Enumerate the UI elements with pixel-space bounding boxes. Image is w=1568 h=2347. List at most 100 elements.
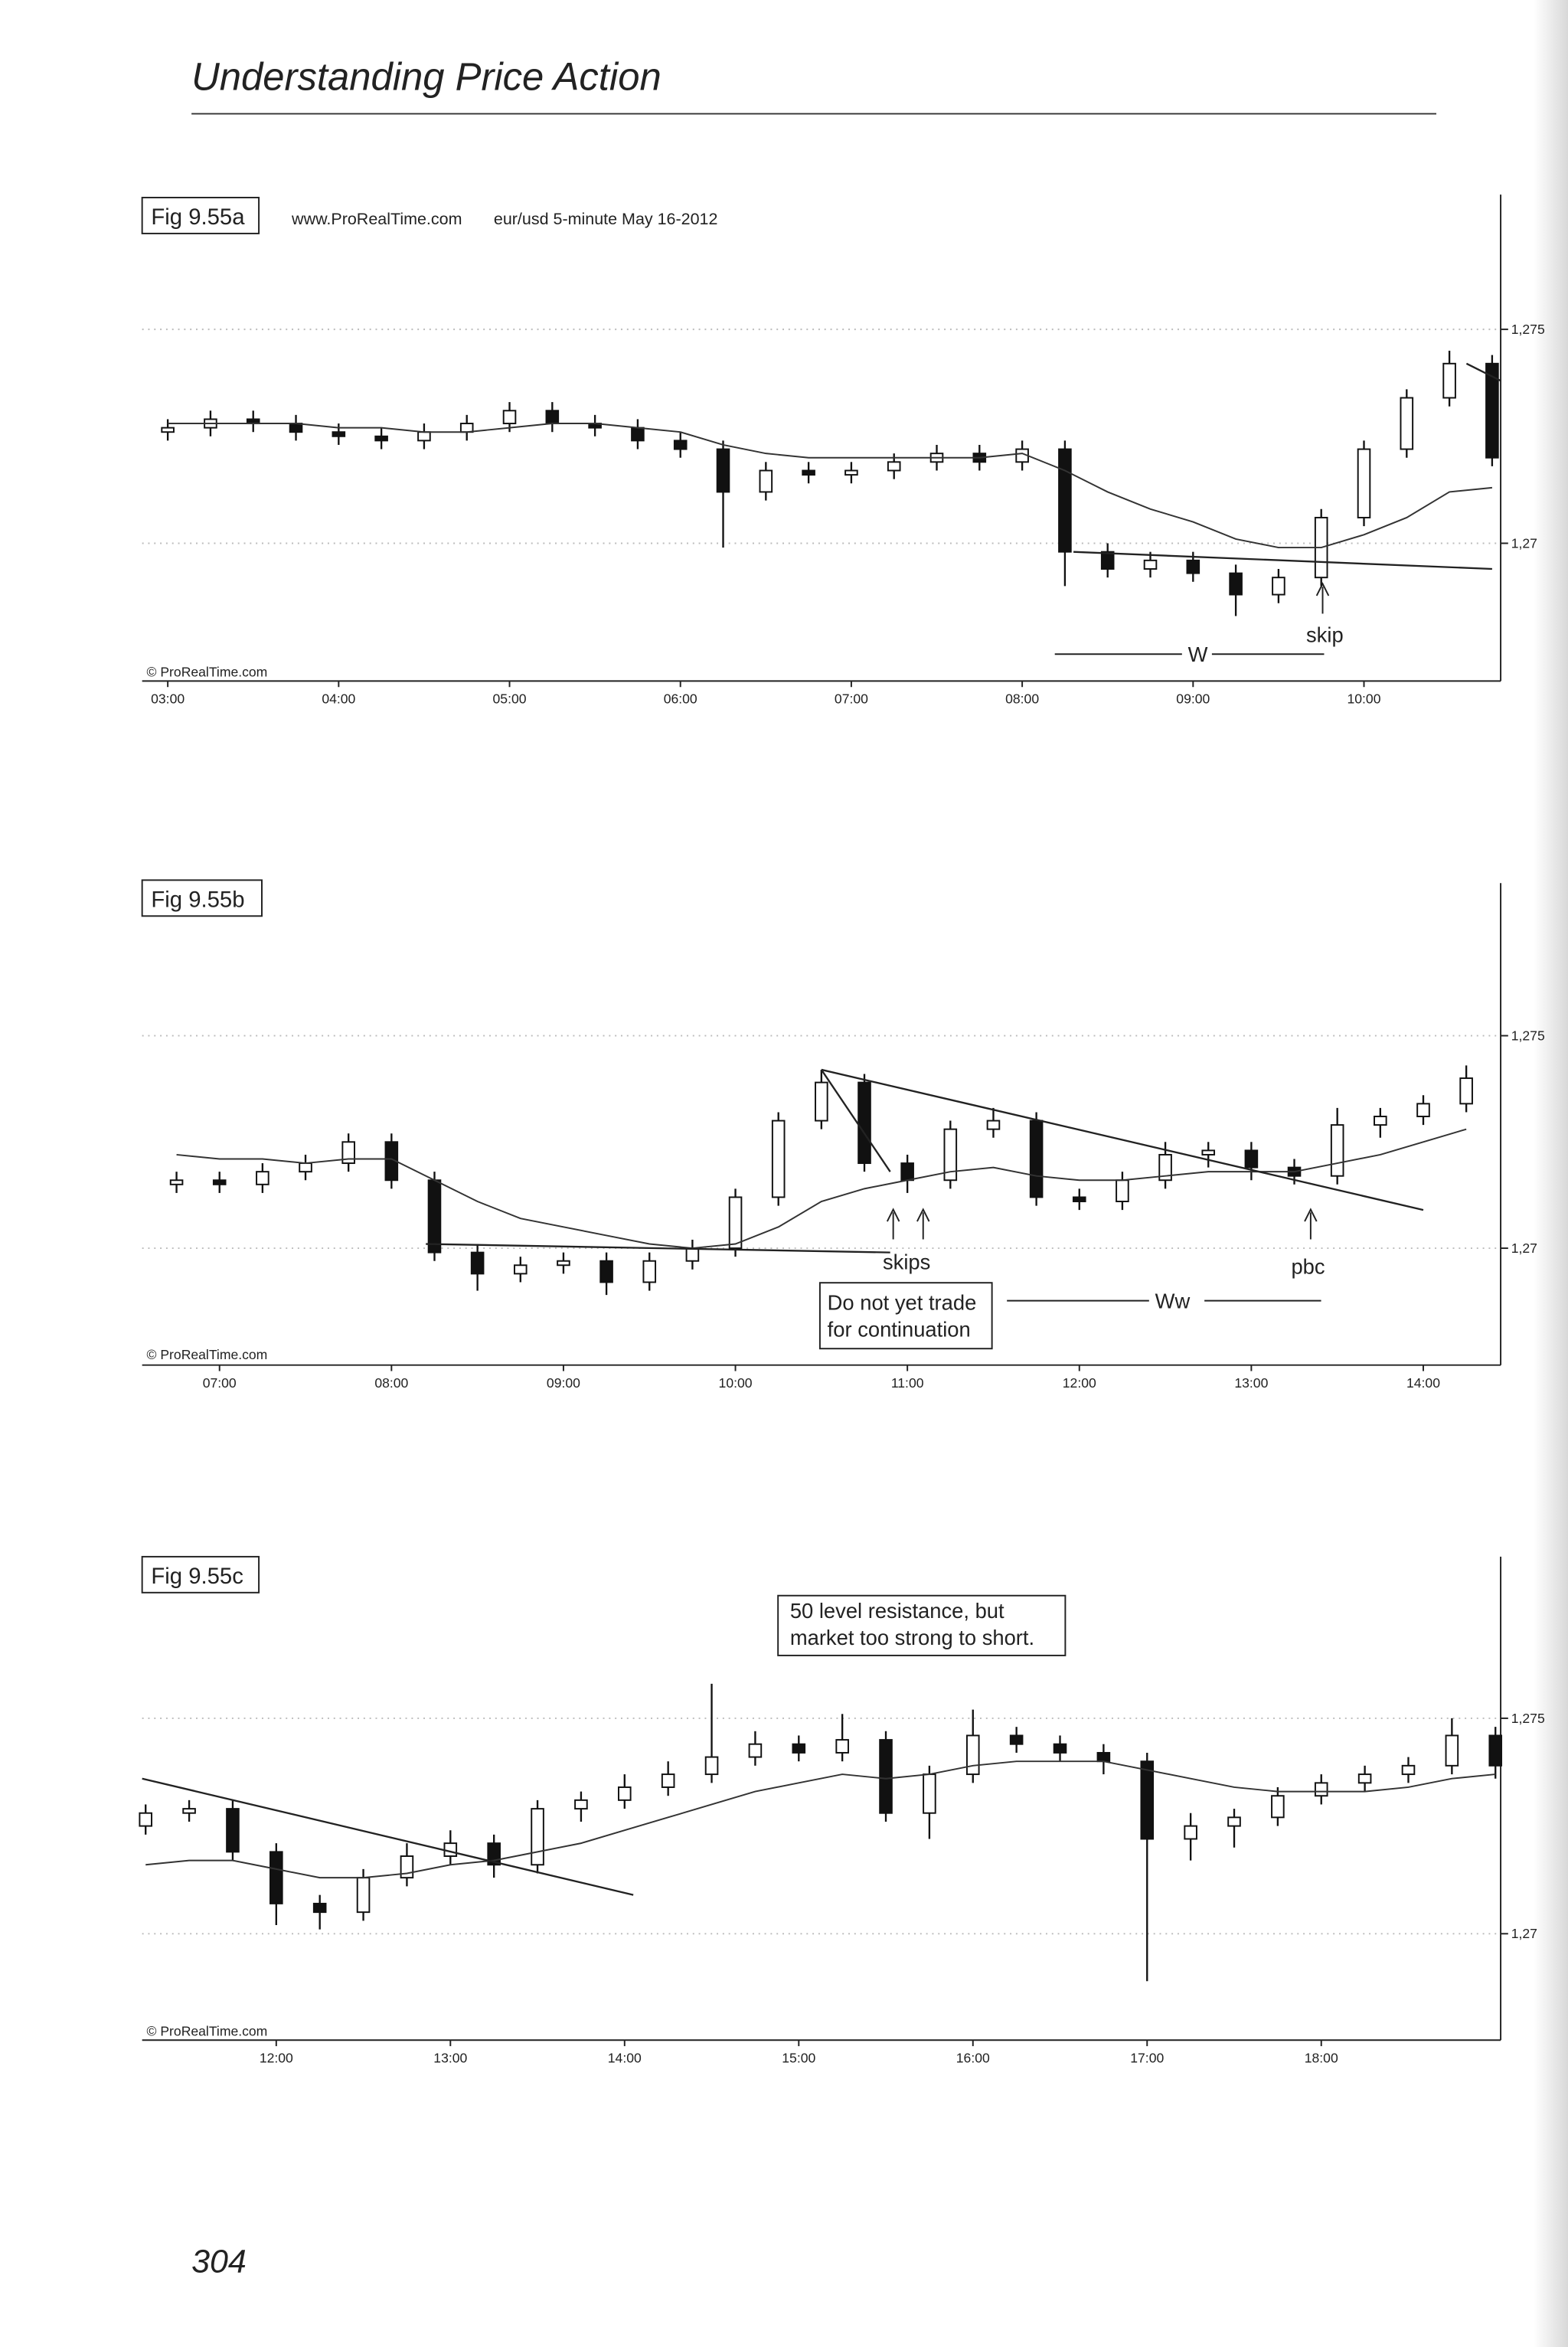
- candle-body: [256, 1171, 270, 1185]
- x-tick-label: 17:00: [1130, 2051, 1164, 2066]
- candle-body: [1229, 572, 1243, 596]
- candle-body: [986, 1120, 1001, 1130]
- candle-body: [1330, 1124, 1344, 1177]
- candle-body: [139, 1812, 152, 1827]
- candle-body: [965, 1734, 980, 1776]
- x-tick-label: 14:00: [1406, 1375, 1440, 1391]
- x-tick-label: 13:00: [433, 2051, 467, 2066]
- candle-body: [557, 1260, 570, 1267]
- candle-body: [631, 427, 645, 442]
- candle-body: [374, 435, 388, 442]
- x-tick-label: 04:00: [322, 691, 355, 707]
- candle-body: [673, 440, 688, 450]
- candle-body: [356, 1877, 371, 1914]
- candle-body: [1201, 1149, 1216, 1156]
- candle-body: [1272, 577, 1285, 596]
- moving-average: [176, 1128, 1467, 1250]
- candle-body: [417, 431, 431, 442]
- x-tick-label: 12:00: [1063, 1375, 1096, 1391]
- candle-body: [1374, 1116, 1387, 1126]
- candle-body: [759, 469, 773, 493]
- x-tick-label: 18:00: [1305, 2051, 1338, 2066]
- x-tick-label: 15:00: [782, 2051, 815, 2066]
- annotation: pbc: [1291, 1254, 1325, 1278]
- candle-body: [1485, 362, 1499, 459]
- x-tick-label: 03:00: [151, 691, 185, 707]
- trend-line: [142, 1777, 634, 1896]
- y-tick-label: 1,27: [1511, 1241, 1537, 1256]
- candle-body: [1116, 1179, 1129, 1202]
- annotation: skip: [1306, 623, 1344, 647]
- y-tick-label: 1,275: [1511, 322, 1545, 337]
- candle-body: [1053, 1743, 1067, 1754]
- x-tick-label: 16:00: [956, 2051, 990, 2066]
- annotation: market too strong to short.: [790, 1626, 1034, 1649]
- fig-label-box: [141, 879, 263, 917]
- candle-body: [459, 423, 474, 433]
- candle-body: [341, 1141, 355, 1165]
- trend-line: [820, 1069, 891, 1172]
- candle-body: [1072, 1196, 1086, 1202]
- note-box: [818, 1282, 993, 1350]
- annotation: W: [1188, 642, 1208, 666]
- page-number: 304: [191, 2243, 247, 2280]
- candle-body: [728, 1196, 743, 1250]
- candle-body: [270, 1851, 283, 1904]
- x-tick-label: 06:00: [664, 691, 697, 707]
- fig-label: Fig 9.55a: [151, 204, 245, 230]
- candle-body: [182, 1808, 196, 1814]
- y-tick-label: 1,27: [1511, 1926, 1537, 1941]
- arrow-head: [1315, 582, 1330, 597]
- candle-body: [1459, 1077, 1473, 1105]
- y-tick-label: 1,275: [1511, 1028, 1545, 1043]
- running-head: Understanding Price Action: [191, 54, 662, 98]
- candle-body: [513, 1264, 528, 1275]
- candle-body: [1158, 1153, 1172, 1182]
- arrow-head: [1304, 1208, 1318, 1222]
- candle-body: [748, 1743, 763, 1758]
- annotation: Ww: [1155, 1289, 1191, 1312]
- candle-body: [1416, 1103, 1430, 1117]
- candle-body: [815, 1081, 828, 1122]
- candle-body: [212, 1179, 227, 1185]
- trend-line: [1073, 551, 1492, 570]
- x-tick-label: 10:00: [719, 1375, 753, 1391]
- trend-line: [426, 1243, 890, 1254]
- candle-body: [879, 1739, 893, 1814]
- candle-body: [943, 1128, 958, 1182]
- x-tick-label: 13:00: [1234, 1375, 1268, 1391]
- annotation: Do not yet trade: [828, 1290, 977, 1314]
- x-tick-label: 11:00: [891, 1375, 924, 1391]
- watermark: © ProRealTime.com: [147, 665, 268, 680]
- candle-body: [312, 1902, 327, 1914]
- annotation: skips: [883, 1250, 930, 1274]
- x-tick-label: 09:00: [1176, 691, 1210, 707]
- candle-body: [226, 1808, 240, 1853]
- x-tick-label: 05:00: [493, 691, 527, 707]
- fig-label-box: [141, 197, 260, 234]
- candle-body: [545, 410, 560, 425]
- moving-average: [168, 423, 1492, 549]
- candle-body: [1442, 362, 1456, 399]
- moving-average: [145, 1760, 1496, 1879]
- candle-body: [332, 431, 346, 437]
- candle-body: [1186, 559, 1200, 574]
- x-tick-label: 07:00: [835, 691, 868, 707]
- candle-body: [900, 1162, 914, 1182]
- candle-body: [1314, 1782, 1328, 1797]
- x-tick-label: 08:00: [374, 1375, 408, 1391]
- watermark: © ProRealTime.com: [147, 2023, 268, 2038]
- candle-body: [704, 1756, 719, 1776]
- candle-body: [1140, 1760, 1155, 1840]
- page-edge-shadow: [1534, 0, 1568, 2347]
- candle-body: [427, 1179, 442, 1254]
- y-tick-label: 1,275: [1511, 1711, 1545, 1726]
- candle-body: [844, 469, 858, 476]
- candle-body: [289, 423, 303, 433]
- note-box: [777, 1594, 1067, 1656]
- candle-body: [443, 1842, 458, 1857]
- candle-body: [1357, 1773, 1372, 1784]
- candle-body: [470, 1251, 485, 1275]
- annotation: for continuation: [828, 1318, 971, 1342]
